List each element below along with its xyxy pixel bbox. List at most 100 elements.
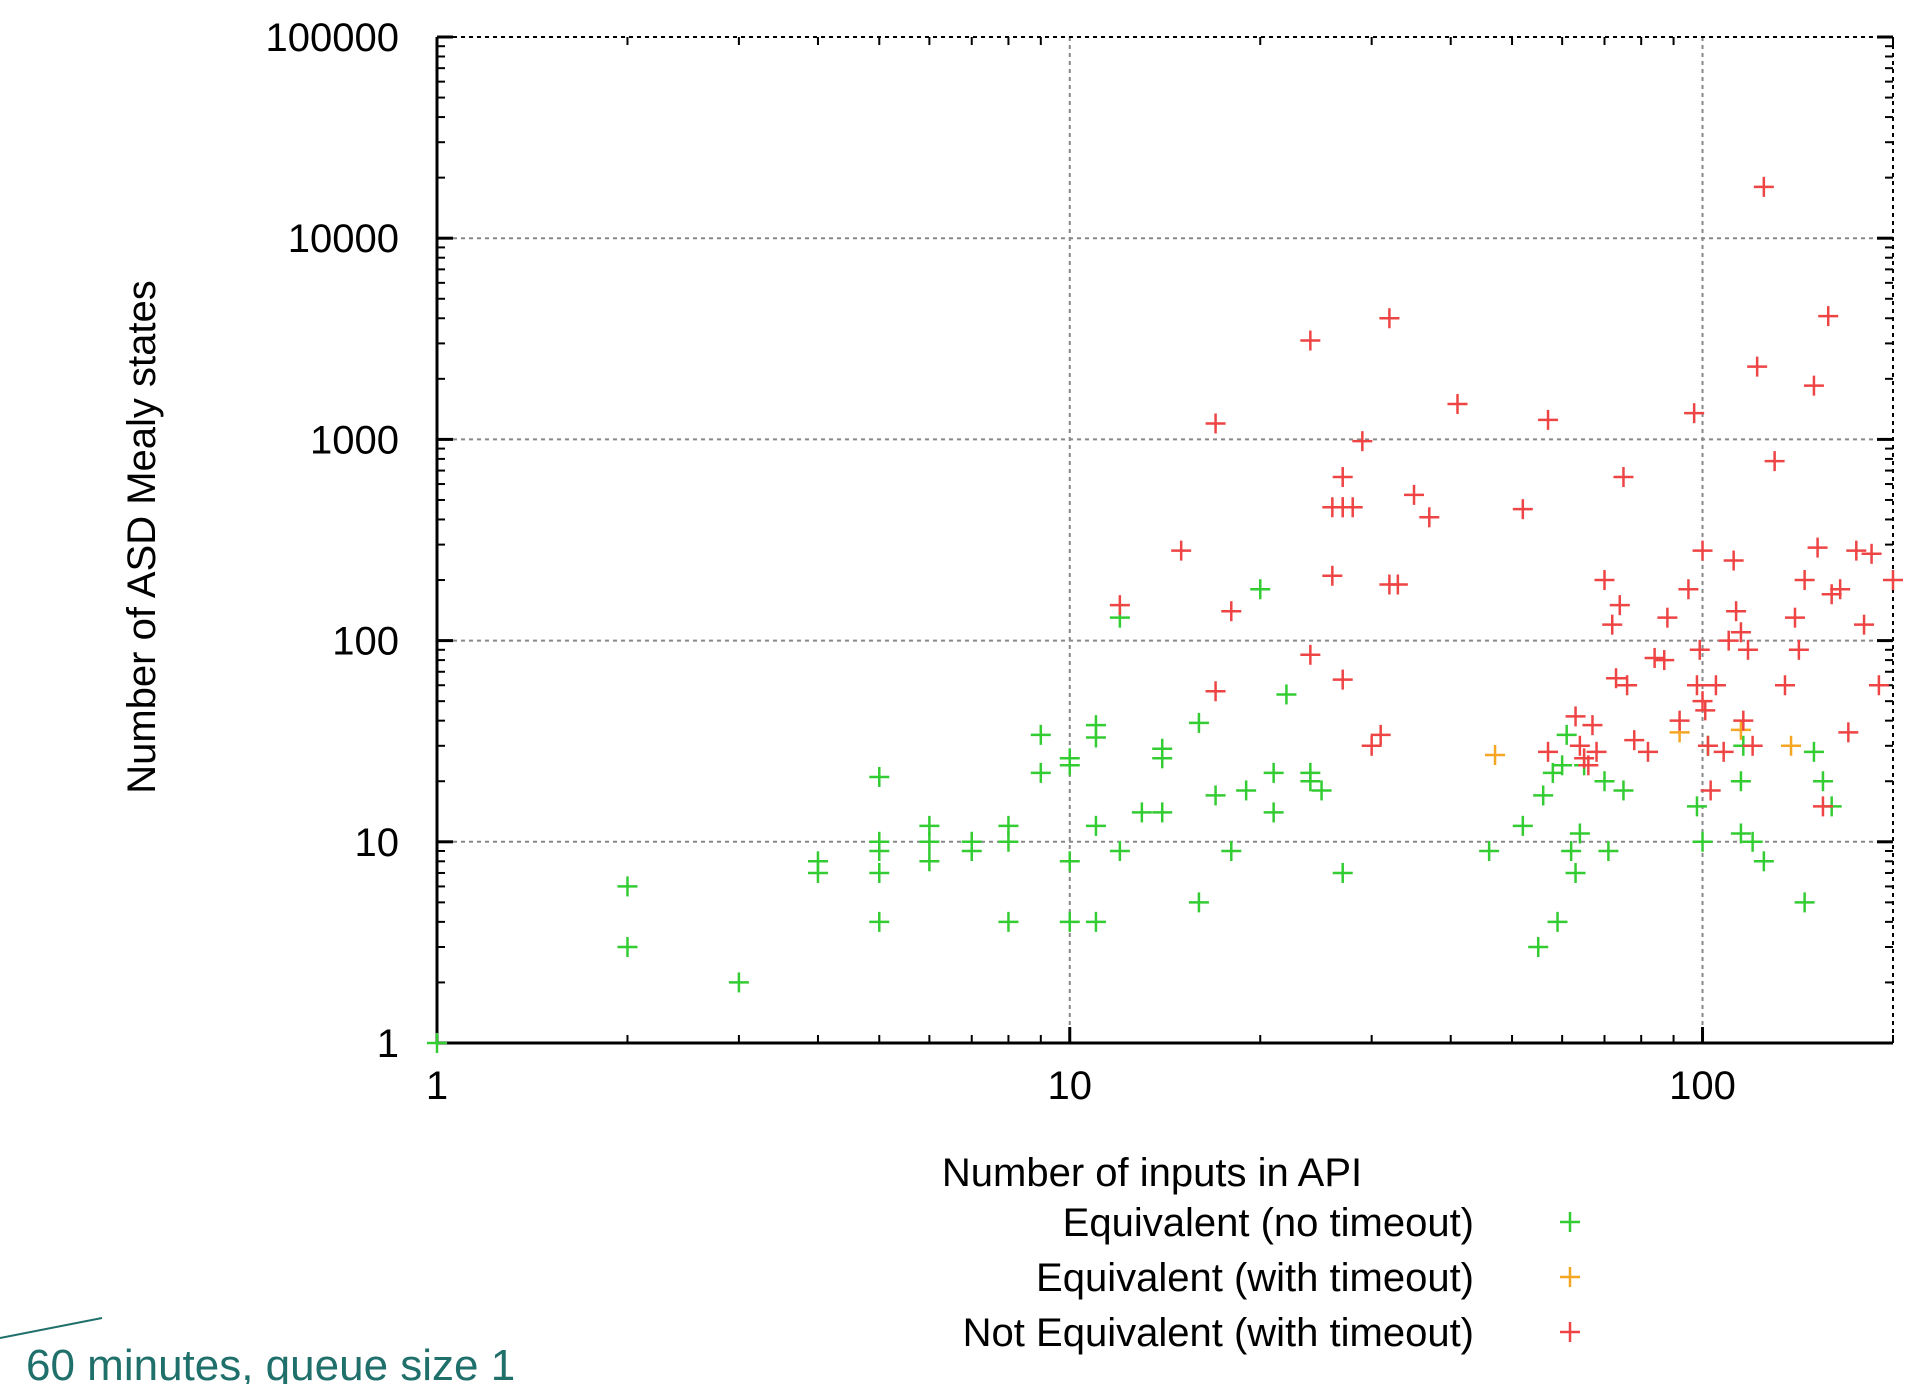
data-point [1030, 762, 1051, 783]
grid-lines [436, 36, 1893, 1044]
data-point [1812, 771, 1833, 792]
data-point [1692, 831, 1713, 852]
data-point [1342, 497, 1363, 518]
data-point [1846, 540, 1867, 561]
data-point [1695, 700, 1716, 721]
data-point [1794, 892, 1815, 913]
data-point [961, 841, 982, 862]
data-point [1276, 684, 1297, 705]
data-point [1152, 748, 1173, 769]
y-axis-title: Number of ASD Mealy states [120, 280, 164, 794]
data-point [1738, 639, 1759, 660]
data-point [1678, 579, 1699, 600]
data-point [1830, 579, 1851, 600]
data-point [1565, 706, 1586, 727]
data-point [1803, 741, 1824, 762]
data-point [869, 862, 890, 883]
data-point [1221, 841, 1242, 862]
data-point [1669, 710, 1690, 731]
data-point [1085, 727, 1106, 748]
y-tick-label: 10 [355, 821, 400, 865]
data-point [1784, 607, 1805, 628]
data-point [1109, 595, 1130, 616]
data-point [1692, 540, 1713, 561]
data-point [1379, 308, 1400, 329]
data-point [1300, 644, 1321, 665]
data-point [1613, 467, 1634, 488]
data-point [1205, 681, 1226, 702]
data-point [1594, 771, 1615, 792]
data-point [1781, 735, 1802, 756]
data-point [1085, 815, 1106, 836]
data-point [1807, 537, 1828, 558]
data-point [1059, 755, 1080, 776]
data-point [617, 937, 638, 958]
data-point [1152, 802, 1173, 823]
data-point [1803, 375, 1824, 396]
series-0 [427, 579, 1842, 1053]
data-point [1730, 823, 1751, 844]
data-point [919, 831, 940, 852]
data-point [1322, 565, 1343, 586]
data-point [1764, 451, 1785, 472]
data-point [1713, 741, 1734, 762]
data-point [1718, 630, 1739, 651]
data-point [1624, 730, 1645, 751]
data-point [1774, 675, 1795, 696]
data-point [1726, 601, 1747, 622]
data-point [998, 831, 1019, 852]
data-point [1637, 741, 1658, 762]
data-point [1300, 771, 1321, 792]
data-point [1109, 841, 1130, 862]
data-point [1602, 614, 1623, 635]
data-point [1512, 815, 1533, 836]
data-point [1205, 785, 1226, 806]
data-point [1644, 647, 1665, 668]
data-point [1861, 543, 1882, 564]
data-point [1742, 735, 1763, 756]
y-tick-label: 10000 [288, 217, 399, 261]
data-point [869, 841, 890, 862]
y-tick-label: 1000 [310, 418, 399, 462]
data-point [1171, 540, 1192, 561]
data-point [1188, 892, 1209, 913]
data-point [1692, 691, 1713, 712]
data-point [1730, 771, 1751, 792]
data-point [728, 972, 749, 993]
data-point [1689, 639, 1710, 660]
data-point [1723, 550, 1744, 571]
data-point [1569, 735, 1590, 756]
series-2 [1109, 176, 1903, 817]
data-point [1419, 507, 1440, 528]
data-point [427, 1033, 447, 1053]
data-point [1485, 745, 1506, 766]
data-point [919, 851, 940, 872]
data-point [1613, 780, 1634, 801]
data-point [1561, 841, 1582, 862]
data-point [1387, 574, 1408, 595]
legend-marker [1560, 1322, 1580, 1342]
data-point [1479, 841, 1500, 862]
data-point [1059, 851, 1080, 872]
data-point [1332, 669, 1353, 690]
data-point [1794, 570, 1815, 591]
data-point [807, 862, 828, 883]
data-point [1753, 176, 1774, 197]
data-point [1370, 724, 1391, 745]
data-point [998, 911, 1019, 932]
legend-marker [1560, 1267, 1580, 1287]
data-point [1705, 675, 1726, 696]
data-point [1788, 639, 1809, 660]
data-point [1598, 841, 1619, 862]
caption-divider [0, 1317, 103, 1339]
data-point [1594, 570, 1615, 591]
data-point [1565, 862, 1586, 883]
legend-marker [1560, 1212, 1580, 1232]
data-point [1854, 614, 1875, 635]
data-point [1606, 668, 1627, 689]
data-point [1332, 467, 1353, 488]
data-point [869, 766, 890, 787]
legend-label: Equivalent (no timeout) [1063, 1201, 1474, 1245]
data-point [1578, 755, 1599, 776]
data-point [1300, 330, 1321, 351]
